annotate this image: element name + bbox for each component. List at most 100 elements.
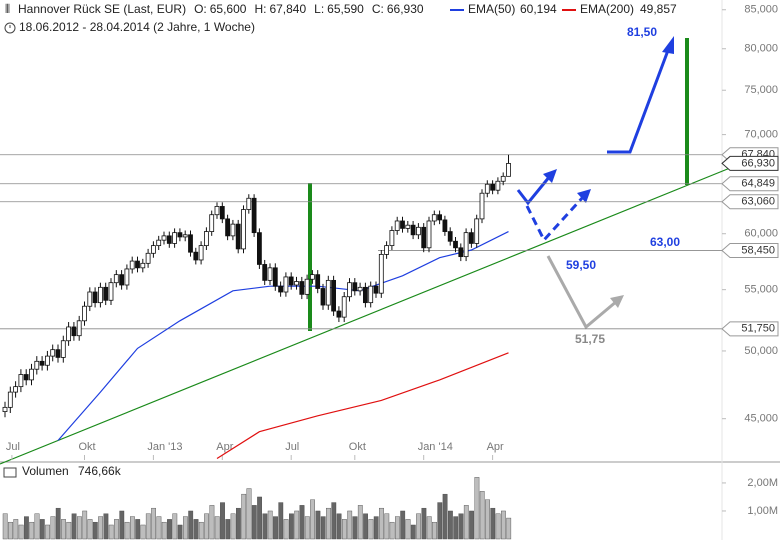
volume-bar [103, 513, 109, 540]
candle-body [484, 183, 490, 194]
range-bar [308, 183, 312, 331]
candle-body [352, 282, 358, 292]
candle-body [495, 180, 501, 191]
candle-body [357, 286, 363, 292]
volume-bar [304, 516, 310, 540]
candle-body [135, 260, 140, 269]
volume-bar [421, 507, 427, 540]
candle-body [506, 163, 511, 177]
candle-body [177, 232, 183, 238]
candle-body [490, 183, 496, 191]
volume-bar [119, 510, 125, 540]
candle-body [262, 264, 268, 281]
candle-body [7, 391, 13, 408]
level-tag [721, 176, 779, 192]
volume-bar [87, 519, 93, 540]
volume-bar [315, 510, 321, 540]
candle-body [103, 286, 109, 301]
volume-bar [379, 507, 384, 540]
volume-bar [92, 521, 98, 540]
candle-body [320, 288, 326, 306]
volume-bar [235, 507, 241, 540]
volume-bar [426, 516, 432, 540]
candle-body [82, 305, 87, 322]
level-label: 51,750 [741, 323, 775, 335]
volume-bar [495, 513, 501, 540]
candle-body [389, 230, 395, 247]
ema-line [57, 231, 509, 441]
volume-bar [76, 516, 82, 540]
x-tick-label: Apr [216, 441, 233, 453]
y-tick-label: 55,000 [744, 284, 778, 296]
y-tick-label: 45,000 [744, 413, 778, 425]
volume-value: 746,66k [78, 464, 122, 478]
volume-bar [214, 516, 220, 540]
x-tick-label: Okt [79, 441, 96, 453]
x-tick-label: Jan '14 [418, 441, 453, 453]
candle-body [2, 406, 8, 412]
candle-body [98, 286, 103, 304]
volume-bar [384, 513, 390, 540]
y-tick-label: 85,000 [744, 4, 778, 16]
volume-bar [98, 516, 104, 540]
x-tick-label: Okt [349, 441, 366, 453]
header-part: 65,600 [210, 2, 247, 16]
volume-bar [220, 502, 225, 540]
level-tag [721, 321, 779, 337]
candle-body [447, 231, 453, 242]
volume-bar [395, 516, 400, 540]
candle-body [394, 220, 400, 231]
y-tick-label: 50,000 [744, 345, 778, 357]
volume-bar [61, 519, 66, 540]
volume-bar [400, 510, 406, 540]
candle-body [479, 192, 485, 220]
candle-body [13, 386, 19, 393]
legend-name: EMA(50) [468, 2, 515, 16]
volume-bar [463, 505, 469, 540]
candle-body [87, 291, 93, 307]
volume-bar [453, 516, 459, 540]
arrow-head [543, 169, 557, 183]
candle-body [272, 267, 278, 287]
volume-bar [34, 513, 40, 540]
volume-bar [8, 521, 13, 540]
candle-body [34, 360, 40, 370]
volume-bar [352, 516, 358, 540]
candle-body [251, 197, 257, 234]
volume-bar [336, 513, 342, 540]
arrow-head [610, 295, 624, 308]
candle-body [45, 355, 50, 366]
y-tick-label: 60,000 [744, 228, 778, 240]
volume-bar [129, 516, 135, 540]
volume-bar [177, 524, 183, 540]
candle-body [108, 282, 114, 301]
volume-bar [432, 521, 437, 540]
level-tag [721, 194, 779, 210]
volume-bar [39, 519, 45, 540]
volume-bar [273, 516, 278, 540]
volume-bar [66, 521, 72, 540]
volume-bar [289, 513, 294, 540]
header-part: 65,590 [327, 2, 364, 16]
candle-body [267, 267, 273, 281]
header-part: Hannover Rück SE (Last, EUR) [18, 2, 186, 16]
annotation: 63,00 [650, 235, 680, 249]
candle-body [500, 175, 506, 182]
candle-body [145, 252, 151, 264]
candle-body [18, 374, 24, 388]
volume-bar [342, 519, 347, 540]
volume-bar [198, 521, 204, 540]
volume-bar [188, 510, 194, 540]
candle-body [241, 209, 246, 250]
volume-bar [241, 493, 247, 540]
candle-body [55, 349, 61, 358]
candle-body [458, 247, 464, 258]
volume-bar [331, 502, 337, 540]
volume-bar [108, 524, 114, 540]
volume-bar [442, 493, 448, 540]
arrow-path [607, 44, 672, 154]
volume-bar [145, 513, 151, 540]
candle-body [442, 219, 448, 232]
candle-body [373, 285, 379, 294]
